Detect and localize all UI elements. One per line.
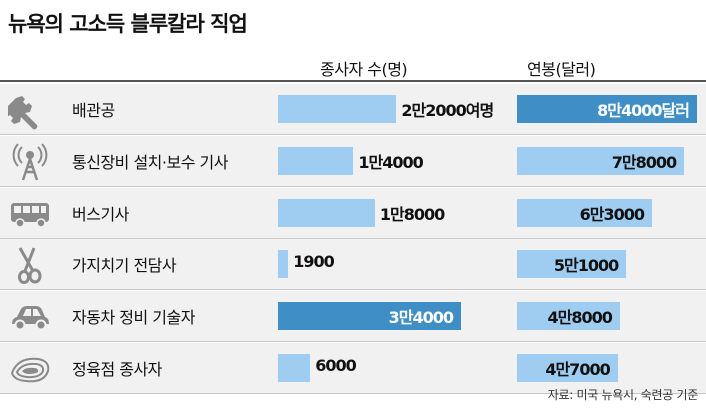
salary-bar	[517, 354, 618, 382]
salary-value-label: 7만8000	[611, 152, 677, 172]
row-divider	[0, 237, 706, 239]
row-divider	[0, 185, 706, 187]
row-divider	[0, 341, 706, 343]
salary-bar	[517, 146, 685, 175]
workers-column-header: 종사자 수(명)	[320, 60, 408, 79]
wrench-icon	[8, 90, 52, 130]
workers-value-label: 2만2000여명	[401, 101, 494, 120]
workers-bar	[278, 198, 375, 227]
salary-column-header: 연봉(달러)	[527, 60, 596, 79]
table-row: 자동차 정비 기술자 3만4000 4만8000	[0, 291, 706, 343]
job-label: 정육점 종사자	[72, 360, 162, 379]
salary-value-label: 8만4000달러	[597, 101, 690, 120]
workers-value-label: 1만4000	[358, 152, 423, 172]
job-label: 자동차 정비 기술자	[72, 308, 195, 328]
table-row: 배관공 2만2000여명 8만4000달러	[0, 84, 706, 135]
workers-value-label: 3만4000	[388, 308, 454, 328]
header-rule	[0, 80, 706, 82]
workers-bar	[278, 146, 354, 175]
salary-bar	[517, 198, 652, 227]
workers-bar	[278, 250, 289, 279]
salary-value-label: 4만7000	[545, 360, 610, 379]
scissors-icon	[8, 245, 52, 285]
workers-value-label: 1900	[293, 252, 335, 272]
table-row: 통신장비 설치·보수 기사 1만4000 7만8000	[0, 135, 706, 187]
salary-value-label: 6만3000	[579, 204, 645, 224]
job-label: 통신장비 설치·보수 기사	[72, 152, 228, 172]
row-divider	[0, 134, 706, 135]
meat-icon	[8, 349, 52, 389]
workers-value-label: 6000	[315, 356, 357, 375]
source-note: 자료: 미국 뉴욕시, 숙련공 기준	[547, 388, 699, 402]
car-icon	[8, 297, 52, 337]
table-row: 가지치기 전담사 1900 5만1000	[0, 239, 706, 291]
row-divider	[0, 393, 706, 394]
workers-bar	[278, 302, 461, 331]
salary-bar	[517, 302, 620, 331]
workers-value-label: 1만8000	[379, 204, 445, 224]
row-divider	[0, 289, 706, 291]
salary-bar	[517, 250, 627, 279]
job-label: 배관공	[72, 101, 115, 120]
workers-bar	[278, 354, 311, 382]
job-label: 버스기사	[72, 204, 129, 224]
table-row: 정육점 종사자 6000 4만7000	[0, 343, 706, 394]
job-label: 가지치기 전담사	[72, 256, 177, 276]
bus-icon	[8, 194, 52, 234]
salary-value-label: 5만1000	[553, 256, 619, 276]
salary-value-label: 4만8000	[547, 308, 612, 328]
table-row: 버스기사 1만8000 6만3000	[0, 187, 706, 239]
chart-title: 뉴욕의 고소득 블루칼라 직업	[8, 12, 248, 36]
antenna-tower-icon	[8, 142, 52, 182]
salary-bar	[517, 95, 697, 123]
workers-bar	[278, 95, 397, 123]
